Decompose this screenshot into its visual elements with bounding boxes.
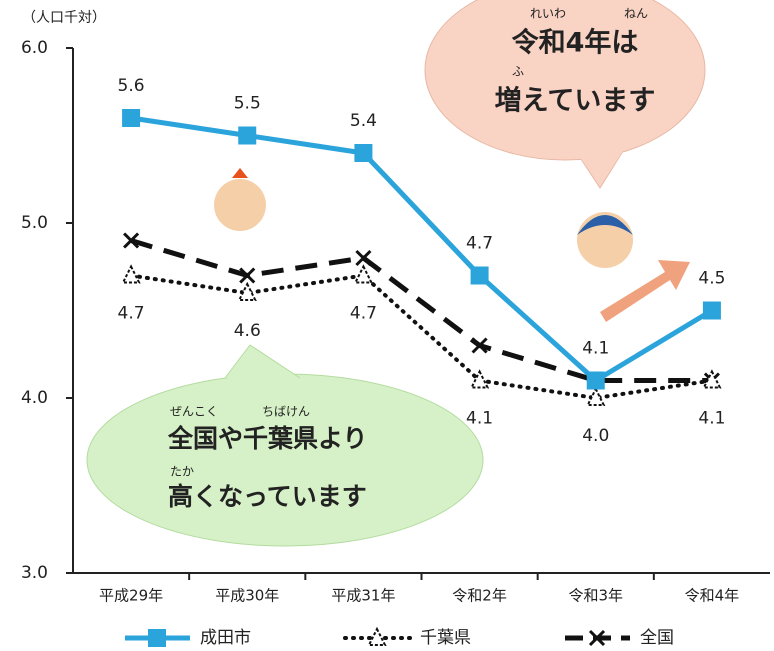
callout-text: 令和4年は	[512, 27, 639, 59]
marker	[237, 281, 257, 301]
callout-text: 全国や千葉県より	[167, 424, 368, 453]
data-label: 4.1	[466, 409, 493, 429]
legend-item: 全国	[565, 628, 674, 648]
legend-item: 成田市	[125, 628, 251, 648]
character	[214, 179, 266, 231]
legend-marker	[588, 629, 606, 647]
marker	[121, 264, 141, 284]
data-label: 4.1	[698, 409, 725, 429]
marker	[353, 264, 374, 284]
x-tick-label: 平成30年	[215, 587, 279, 605]
marker	[469, 369, 490, 389]
marker	[702, 301, 721, 320]
callout-bubble	[424, 0, 706, 161]
x-tick-label: 令和2年	[452, 587, 507, 605]
marker	[470, 266, 489, 285]
y-tick-label: 5.0	[21, 213, 48, 233]
data-label: 4.7	[466, 234, 493, 254]
data-label: 4.6	[234, 321, 261, 341]
series-line	[130, 115, 714, 384]
callout-2	[86, 344, 484, 547]
y-tick-label: 3.0	[21, 563, 48, 583]
marker	[355, 249, 372, 267]
data-label: 4.7	[118, 304, 145, 324]
data-label: 4.1	[582, 339, 609, 359]
data-label: 5.4	[350, 111, 377, 131]
callout-1	[424, 0, 706, 189]
ruby: ぜんこく	[170, 405, 218, 419]
y-unit: （人口千対）	[22, 10, 106, 26]
series: 5.6 5.5 5.4 4.7 4.1 4.5	[118, 76, 725, 390]
callout-text: 増えています	[495, 85, 656, 117]
x-tick-label: 令和4年	[685, 587, 740, 605]
icon	[232, 168, 248, 178]
data-label: 4.5	[698, 269, 725, 289]
x-tick-label: 平成29年	[99, 587, 163, 605]
x-tick-label: 平成31年	[331, 587, 395, 605]
ruby: ふ	[512, 65, 524, 79]
data-label: 5.5	[234, 94, 261, 114]
ruby: ねん	[624, 7, 648, 21]
marker	[122, 109, 141, 127]
series-line	[129, 273, 714, 401]
marker	[471, 337, 488, 354]
data-label: 4.0	[582, 426, 609, 446]
ruby: たか	[170, 465, 194, 479]
series: 4.7 4.6 4.7 4.1 4.0 4.1	[118, 264, 725, 446]
series	[123, 232, 720, 389]
callout-tail	[225, 345, 300, 378]
ruby: ちばけん	[262, 405, 310, 419]
arrow	[600, 260, 690, 322]
callout-bubble	[86, 373, 484, 547]
legend-label: 全国	[640, 628, 674, 648]
y-tick-label: 4.0	[21, 388, 48, 408]
marker	[123, 232, 140, 249]
icon	[577, 215, 633, 235]
ruby: れいわ	[530, 7, 566, 21]
marker	[586, 386, 606, 406]
callout-text: 高くなっています	[168, 482, 367, 511]
marker	[702, 369, 722, 389]
data-label: 5.6	[118, 76, 145, 96]
marker	[586, 371, 605, 390]
legend-label: 千葉県	[420, 628, 471, 648]
legend-item: 千葉県	[343, 626, 471, 648]
marker	[354, 144, 373, 162]
marker	[239, 267, 256, 284]
marker	[238, 126, 257, 145]
x-tick-label: 令和3年	[568, 587, 623, 605]
legend-label: 成田市	[200, 628, 251, 648]
y-tick-label: 6.0	[21, 38, 48, 58]
legend-marker	[148, 629, 166, 647]
data-label: 4.7	[350, 304, 377, 324]
series-line	[130, 238, 712, 383]
legend-marker	[367, 626, 387, 646]
